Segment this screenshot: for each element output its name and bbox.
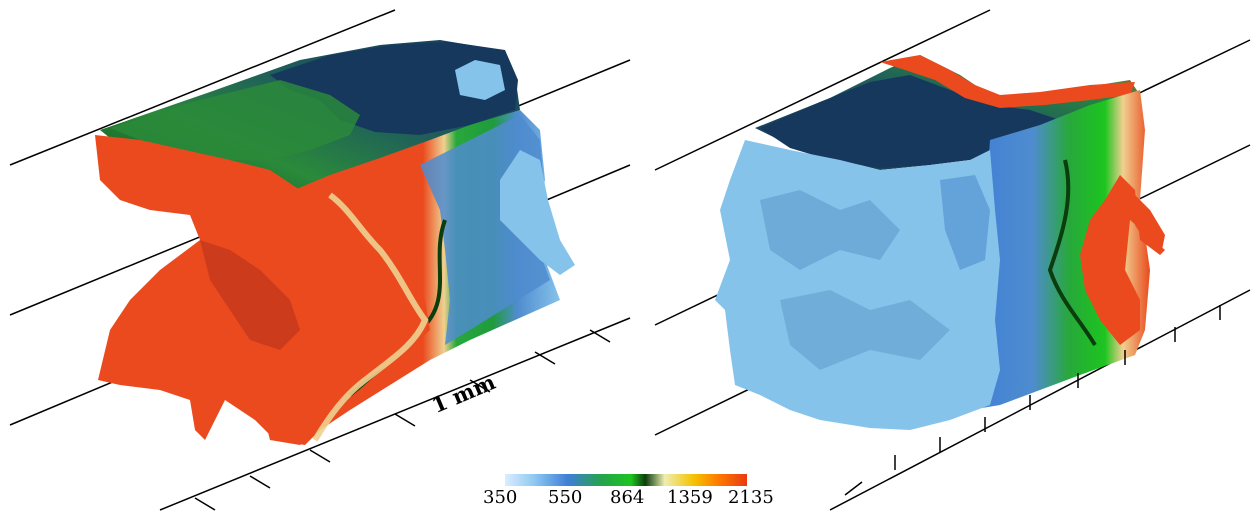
left-tick-3 [309,449,331,463]
right-grid-line-1 [654,9,991,171]
left-tick-2 [249,475,271,489]
right-panel [654,9,1251,511]
colorbar-tick-550: 550 [548,487,583,508]
colorbar-tick-864: 864 [610,487,645,508]
left-burnt-shadow [200,240,300,350]
right-side-red-lobe [1080,175,1165,345]
colorbar-tick-2135: 2135 [728,487,774,508]
left-burnt-edge [312,192,429,442]
right-side-dark-line [1047,159,1097,347]
left-grid-line-1 [9,9,396,166]
left-ruler-ticks [194,329,611,511]
left-tick-4 [394,413,416,427]
right-top-navy-region [760,75,1060,168]
right-grid-line-4 [829,289,1251,511]
right-side-face [970,90,1150,410]
left-panel [9,9,631,511]
left-tick-5 [469,379,491,393]
left-tick-7 [589,329,611,343]
colorbar-tick-labels: 350 550 864 1359 2135 [470,487,780,511]
right-top-red-ridge [880,55,1135,108]
left-top-green-band [110,80,360,160]
left-side-lightblue-top [455,60,505,100]
right-unburnt-texture-1 [760,190,900,270]
right-unburnt-texture-3 [940,175,990,270]
right-unburnt-texture-2 [780,290,950,370]
right-side-tail [1130,190,1165,250]
right-tick-1 [844,481,863,496]
colorbar-tick-1359: 1359 [667,487,713,508]
right-ruler-ticks [844,305,1221,496]
left-tick-1 [194,497,216,511]
colorbar [505,474,747,486]
colorbar-tick-350: 350 [483,487,518,508]
left-side-lightblue-wisps [500,150,575,275]
left-tick-6 [534,351,556,365]
